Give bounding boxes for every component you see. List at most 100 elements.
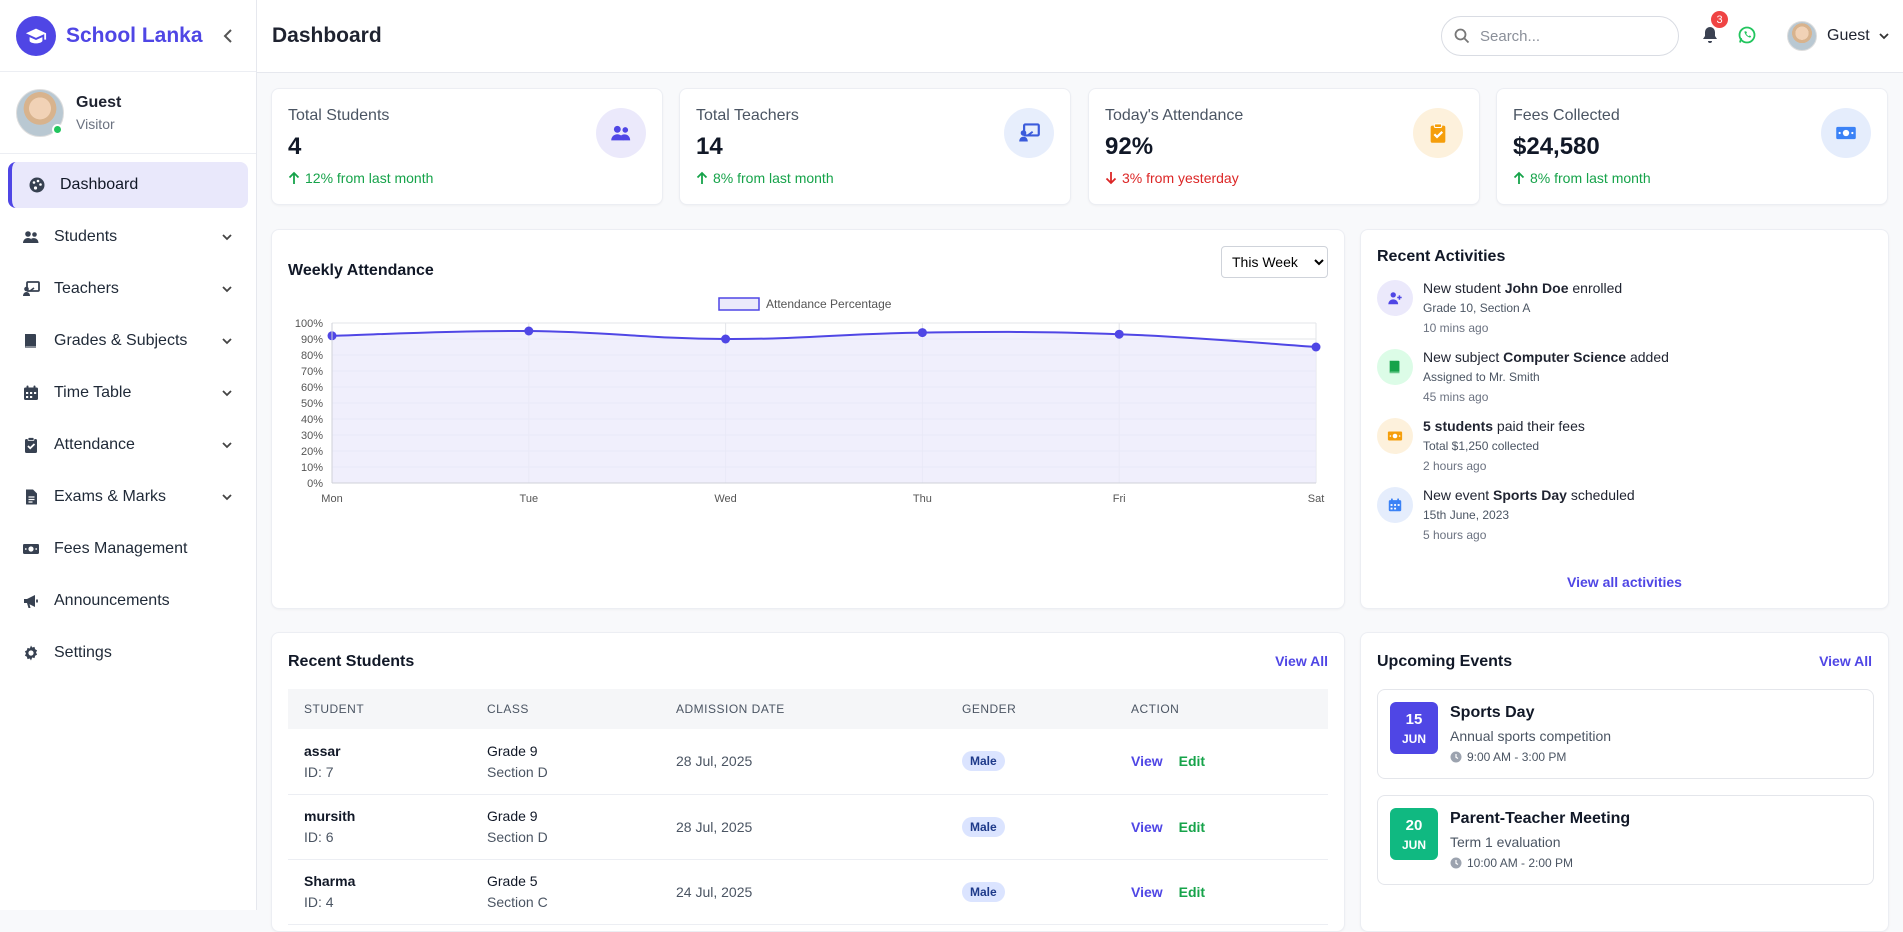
data-point <box>917 328 927 338</box>
bell-icon[interactable] <box>1700 25 1720 45</box>
data-point <box>1311 342 1321 352</box>
collapse-sidebar-button[interactable] <box>216 24 240 48</box>
stat-icon-wrap <box>1413 108 1463 158</box>
student-cell: mursith ID: 6 <box>288 794 471 860</box>
action-cell: View Edit <box>1115 859 1328 925</box>
sidebar-item-students[interactable]: Students <box>8 214 248 260</box>
chevron-down-icon <box>222 338 232 345</box>
user-name: Guest <box>1827 27 1870 44</box>
clipboard-check-icon <box>25 437 37 453</box>
edit-student-button[interactable]: Edit <box>1178 883 1206 900</box>
activity-icon-wrap <box>1377 418 1413 454</box>
legend-swatch <box>718 297 760 311</box>
edit-student-button[interactable]: Edit <box>1178 753 1206 770</box>
sidebar-item-fees-management[interactable]: Fees Management <box>8 526 248 572</box>
sidebar-item-label: Attendance <box>54 436 135 453</box>
gender-cell: Male <box>946 729 1115 795</box>
student-name: assar <box>304 742 341 759</box>
stat-value: 92% <box>1105 133 1154 160</box>
sidebar-item-attendance[interactable]: Attendance <box>8 422 248 468</box>
legend-label: Attendance Percentage <box>766 297 892 311</box>
chevron-down-icon <box>1879 33 1889 40</box>
event-title: Sports Day <box>1450 704 1535 721</box>
sidebar-item-exams-marks[interactable]: Exams & Marks <box>8 474 248 520</box>
student-name: Sharma <box>304 873 356 889</box>
x-tick-label: Sat <box>1308 493 1325 505</box>
user-menu[interactable]: Guest <box>1787 20 1890 52</box>
activity-text-bold: Computer Science <box>1503 349 1627 365</box>
stat-value: 4 <box>288 133 302 160</box>
stat-value: 14 <box>696 133 723 160</box>
sidebar: School Lanka Guest Visitor Dashboard Stu… <box>0 0 257 910</box>
event-month: JUN <box>1401 731 1426 746</box>
view-student-button[interactable]: View <box>1131 753 1163 770</box>
view-student-button[interactable]: View <box>1131 818 1163 835</box>
stat-trend: 8% from last month <box>1513 170 1871 186</box>
users-icon <box>611 125 631 141</box>
profile-role: Visitor <box>76 115 115 132</box>
data-point <box>524 326 534 336</box>
column-header: CLASS <box>487 702 529 716</box>
activity-item: 5 students paid their fees Total $1,250 … <box>1377 418 1872 473</box>
sidebar-item-label: Settings <box>54 644 112 661</box>
top-header: Dashboard 3 Guest <box>257 0 1903 73</box>
sidebar-item-dashboard[interactable]: Dashboard <box>8 162 248 208</box>
activity-text-post: enrolled <box>1568 280 1623 296</box>
event-item[interactable]: 15 JUN Sports Day Annual sports competit… <box>1377 689 1874 779</box>
search-input[interactable] <box>1480 27 1660 45</box>
arrow-up-icon <box>696 171 708 184</box>
activity-text-pre: New student <box>1423 280 1505 296</box>
gender-badge: Male <box>962 816 1005 837</box>
activity-text-bold: 5 students <box>1423 418 1494 434</box>
sidebar-item-label: Students <box>54 228 118 245</box>
arrow-up-icon <box>288 171 300 184</box>
activity-subtext: Assigned to Mr. Smith <box>1423 370 1540 384</box>
series-area-fill <box>332 330 1316 483</box>
search-icon <box>1454 28 1470 44</box>
stat-card-total-teachers: Total Teachers 14 8% from last month <box>679 88 1071 205</box>
book-icon <box>1389 360 1400 374</box>
search-box[interactable] <box>1441 16 1679 56</box>
gear-icon <box>24 645 38 661</box>
sidebar-item-label: Fees Management <box>54 540 188 557</box>
sidebar-item-announcements[interactable]: Announcements <box>8 578 248 624</box>
student-name: mursith <box>304 808 356 824</box>
edit-student-button[interactable]: Edit <box>1178 818 1206 835</box>
online-status-dot <box>52 123 63 135</box>
view-all-activities-link[interactable]: View all activities <box>1567 574 1682 590</box>
event-day: 15 <box>1405 710 1423 728</box>
stat-icon-wrap <box>1821 108 1871 158</box>
period-select[interactable]: This Week <box>1221 246 1328 278</box>
money-icon <box>1836 126 1856 140</box>
chevron-down-icon <box>222 494 232 501</box>
sidebar-item-label: Announcements <box>54 592 170 609</box>
sidebar-item-time-table[interactable]: Time Table <box>8 370 248 416</box>
view-all-students-link[interactable]: View All <box>1275 653 1328 669</box>
admission-date: 28 Jul, 2025 <box>660 729 946 795</box>
class-cell: Grade 5 Section C <box>471 859 660 925</box>
activity-icon-wrap <box>1377 349 1413 385</box>
students-title: Recent Students <box>288 653 415 670</box>
view-student-button[interactable]: View <box>1131 883 1163 900</box>
whatsapp-icon[interactable] <box>1737 25 1757 45</box>
activity-time: 2 hours ago <box>1423 459 1487 473</box>
event-item[interactable]: 20 JUN Parent-Teacher Meeting Term 1 eva… <box>1377 795 1874 885</box>
view-all-events-link[interactable]: View All <box>1819 653 1872 669</box>
sidebar-item-grades-subjects[interactable]: Grades & Subjects <box>8 318 248 364</box>
activity-text: New student John Doe enrolled <box>1423 280 1622 296</box>
student-cell: Sharma ID: 4 <box>288 859 471 925</box>
student-id: ID: 6 <box>304 829 334 845</box>
sidebar-item-label: Exams & Marks <box>54 488 167 505</box>
y-tick-label: 10% <box>301 462 323 474</box>
activity-text-bold: John Doe <box>1504 280 1569 296</box>
student-grade: Grade 9 <box>487 742 538 759</box>
sidebar-item-settings[interactable]: Settings <box>8 630 248 676</box>
stat-label: Total Teachers <box>696 107 799 124</box>
sidebar-item-teachers[interactable]: Teachers <box>8 266 248 312</box>
arrow-down-icon <box>1105 172 1117 185</box>
stat-trend-text: 8% from last month <box>1530 170 1651 186</box>
student-id: ID: 4 <box>304 894 334 910</box>
activities-title: Recent Activities <box>1377 248 1506 265</box>
avatar <box>16 88 64 137</box>
brand: School Lanka <box>0 0 256 72</box>
